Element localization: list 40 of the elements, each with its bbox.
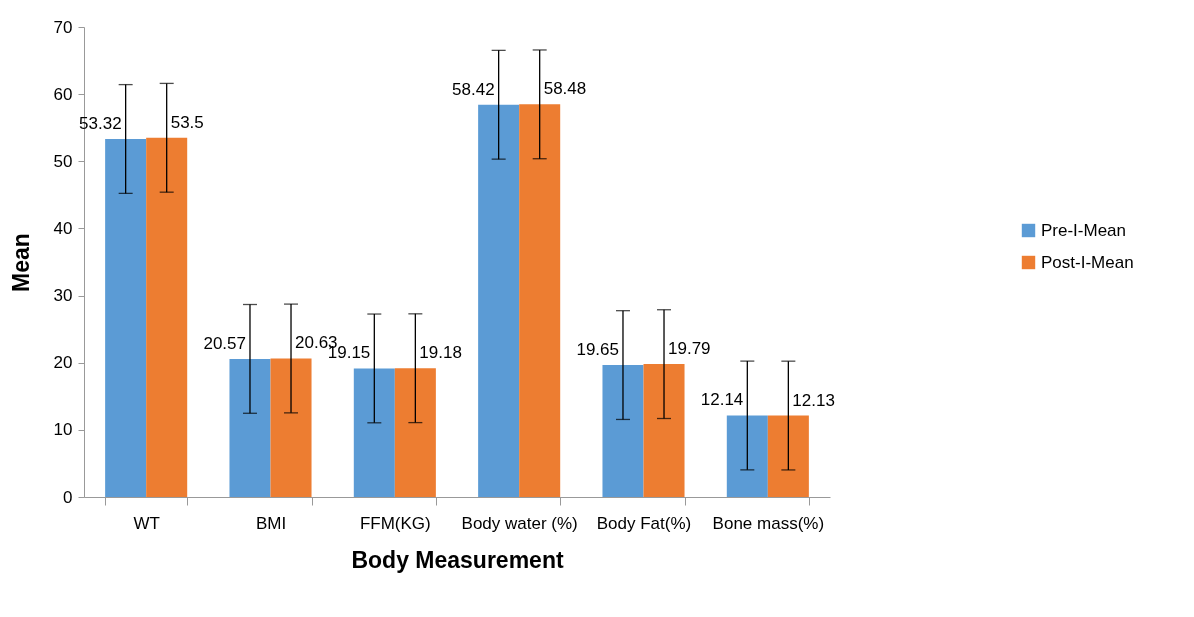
x-tick-label: BMI bbox=[255, 513, 287, 533]
x-tick-label: Bone mass(%) bbox=[712, 513, 825, 533]
y-tick-label: 10 bbox=[53, 420, 73, 440]
bar bbox=[767, 415, 809, 497]
legend-label: Post-I-Mean bbox=[1041, 252, 1134, 272]
bar bbox=[643, 364, 685, 497]
data-label: 12.14 bbox=[700, 390, 744, 410]
x-axis-title: Body Measurement bbox=[351, 546, 564, 573]
bar bbox=[146, 137, 188, 497]
x-tick-label: FFM(KG) bbox=[359, 513, 431, 533]
data-label: 58.48 bbox=[543, 79, 587, 99]
data-label: 53.32 bbox=[79, 113, 122, 133]
bar bbox=[394, 368, 436, 497]
y-tick-label: 20 bbox=[53, 353, 73, 373]
bar bbox=[726, 415, 768, 497]
data-label: 53.5 bbox=[170, 112, 204, 132]
x-tick-label: WT bbox=[133, 513, 160, 533]
bar bbox=[478, 104, 520, 497]
y-tick-label: 50 bbox=[53, 151, 73, 171]
data-label: 58.42 bbox=[452, 79, 495, 99]
y-axis-title: Mean bbox=[7, 233, 34, 292]
legend-label: Pre-I-Mean bbox=[1041, 220, 1127, 240]
data-label: 20.57 bbox=[203, 333, 246, 353]
data-label: 19.65 bbox=[576, 340, 619, 360]
bar bbox=[229, 358, 271, 497]
y-tick-label: 40 bbox=[53, 218, 73, 238]
y-tick-label: 60 bbox=[53, 84, 73, 104]
data-label: 12.13 bbox=[792, 390, 835, 410]
y-tick-label: 70 bbox=[53, 17, 73, 37]
x-tick-label: Body Fat(%) bbox=[596, 513, 692, 533]
data-label: 19.18 bbox=[419, 343, 462, 363]
bar bbox=[519, 104, 561, 497]
x-tick-label: Body water (%) bbox=[461, 513, 578, 533]
bar bbox=[353, 368, 395, 497]
y-tick-label: 0 bbox=[63, 487, 73, 507]
y-tick-label: 30 bbox=[53, 286, 73, 306]
bar bbox=[602, 365, 644, 497]
data-label: 19.79 bbox=[668, 339, 711, 359]
bar bbox=[105, 138, 147, 497]
bar bbox=[270, 358, 312, 497]
